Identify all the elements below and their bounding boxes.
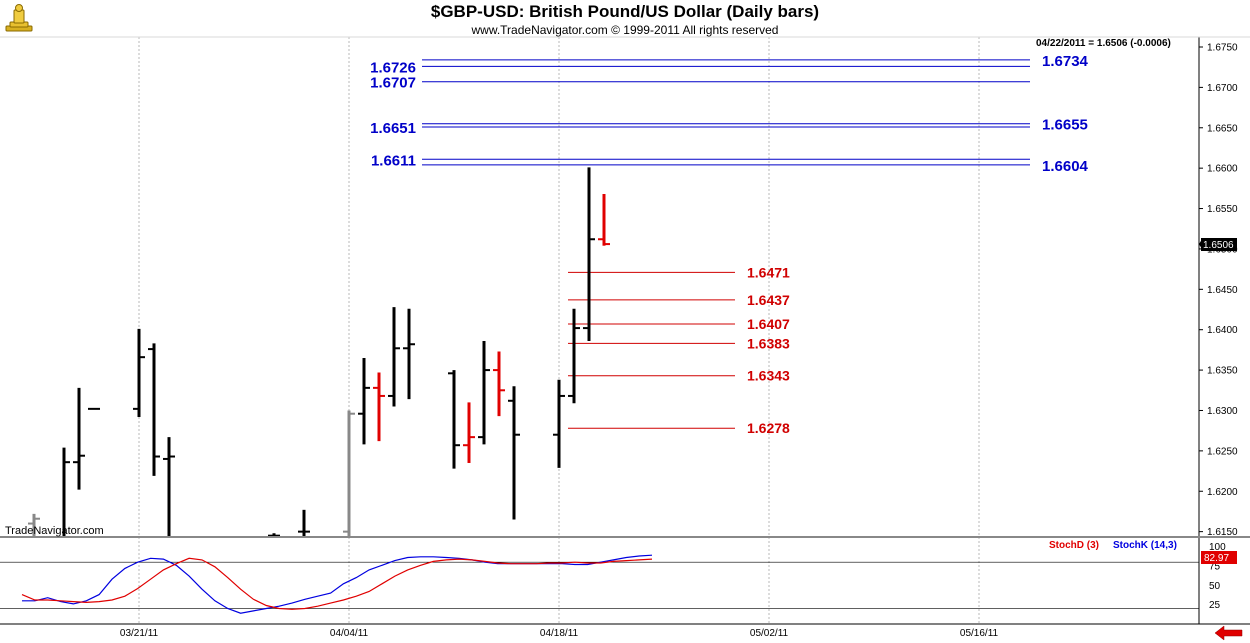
y-tick-label: 1.6300 — [1207, 406, 1238, 417]
ohlc-bar — [373, 372, 385, 442]
ohlc-bar — [298, 509, 310, 537]
resistance-level-label: 1.6651 — [370, 120, 416, 137]
chart-frame — [0, 36, 1250, 625]
support-level-label: 1.6383 — [747, 335, 790, 351]
y-tick-label: 1.6400 — [1207, 325, 1238, 336]
resistance-level-label: 1.6655 — [1042, 117, 1088, 134]
ohlc-bar — [73, 387, 85, 490]
ohlc-bar — [448, 370, 460, 469]
stochastic-panel: 100 75 50 25 — [0, 542, 1226, 614]
x-tick-label: 04/04/11 — [330, 628, 369, 639]
resistance-level-label: 1.6611 — [371, 152, 416, 169]
resistance-level-label: 1.6734 — [1042, 53, 1089, 70]
last-price-tag: 1.6506 — [1203, 240, 1234, 251]
chart-header: $GBP-USD: British Pound/US Dollar (Daily… — [0, 0, 1250, 37]
ohlc-bar — [343, 410, 355, 537]
scroll-right-arrow-icon[interactable] — [1214, 625, 1243, 641]
y-tick-label: 1.6750 — [1207, 43, 1238, 54]
ohlc-bar — [133, 328, 145, 417]
ohlc-bar — [28, 513, 40, 537]
copyright-line: www.TradeNavigator.com © 1999-2011 All r… — [471, 23, 779, 37]
stoch-value-tag-bg — [1201, 551, 1237, 564]
y-tick-label: 1.6450 — [1207, 285, 1238, 296]
y-tick-label: 1.6600 — [1207, 164, 1238, 175]
ohlc-bar — [463, 402, 475, 463]
ohlc-bar — [388, 307, 400, 407]
y-tick-label: 1.6200 — [1207, 487, 1238, 498]
last-price-tag-bg — [1201, 238, 1237, 251]
ohlc-bar — [508, 386, 520, 520]
stochk-legend: StochK (14,3) — [1113, 540, 1177, 551]
support-level-label: 1.6278 — [747, 420, 790, 436]
ohlc-bar — [478, 341, 490, 445]
ohlc-bar — [62, 447, 70, 537]
stochk-line — [22, 554, 653, 614]
support-level-label: 1.6343 — [747, 368, 790, 384]
x-tick-label: 03/21/11 — [120, 628, 159, 639]
quote-readout: 04/22/2011 = 1.6506 (-0.0006) — [1036, 38, 1171, 49]
ohlc-bar — [148, 343, 160, 476]
resistance-level-label: 1.6726 — [370, 59, 416, 76]
ohlc-bar — [598, 194, 610, 246]
resistance-level-label: 1.6604 — [1042, 158, 1089, 175]
price-bars — [28, 167, 610, 537]
y-tick-label: 1.6150 — [1207, 527, 1238, 538]
watermark-text: TradeNavigator.com — [5, 525, 104, 537]
y-tick-label: 1.6650 — [1207, 123, 1238, 134]
y-tick-label: 1.6350 — [1207, 366, 1238, 377]
ohlc-bar — [568, 308, 580, 404]
ohlc-bar — [553, 379, 565, 468]
x-tick-label: 05/16/11 — [960, 628, 999, 639]
ohlc-bar — [163, 437, 175, 537]
stoch-y-tick-label: 100 — [1209, 542, 1226, 553]
grid — [138, 37, 980, 624]
support-level-label: 1.6437 — [747, 292, 790, 308]
y-tick-label: 1.6700 — [1207, 83, 1238, 94]
stoch-y-tick-label: 50 — [1209, 581, 1221, 592]
trade-navigator-logo-icon — [5, 4, 33, 32]
stoch-y-tick-label: 75 — [1209, 562, 1221, 573]
ohlc-bar — [358, 357, 370, 445]
stochd-line — [21, 557, 653, 610]
y-tick-label: 1.6250 — [1207, 446, 1238, 457]
ohlc-bar — [493, 351, 505, 417]
chart-title: $GBP-USD: British Pound/US Dollar (Daily… — [430, 2, 820, 21]
stochd-legend: StochD (3) — [1049, 540, 1099, 551]
ohlc-bar — [583, 167, 595, 342]
support-level-label: 1.6407 — [747, 316, 790, 332]
resistance-level-label: 1.6707 — [370, 75, 416, 92]
ohlc-bar — [403, 308, 415, 400]
stoch-value-tag: 82.97 — [1204, 553, 1229, 564]
x-tick-label: 05/02/11 — [750, 628, 789, 639]
stoch-y-tick-label: 25 — [1209, 600, 1221, 611]
y-tick-label: 1.6550 — [1207, 204, 1238, 215]
x-tick-label: 04/18/11 — [540, 628, 579, 639]
support-level-label: 1.6471 — [747, 264, 790, 280]
